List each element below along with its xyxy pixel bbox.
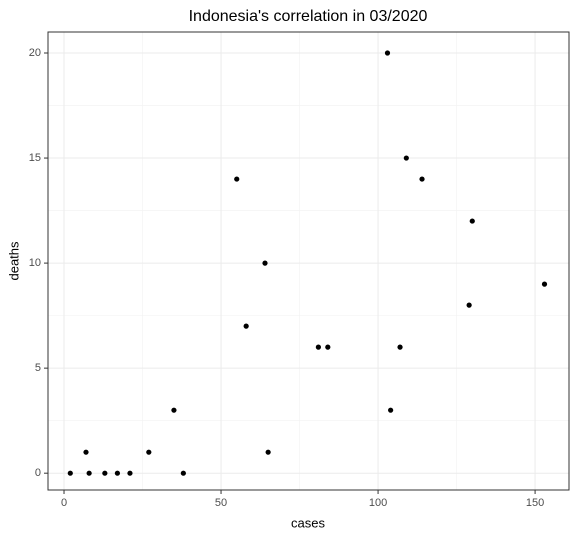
point <box>146 449 152 455</box>
y-tick-label: 10 <box>29 257 41 269</box>
panel-border <box>47 31 570 491</box>
point <box>127 470 133 476</box>
point <box>83 449 89 455</box>
point <box>397 344 403 350</box>
x-axis-label: cases <box>291 515 325 530</box>
point <box>541 281 548 287</box>
point <box>469 218 475 224</box>
y-tick-label: 5 <box>35 362 41 374</box>
x-tick-label: 50 <box>215 497 227 509</box>
point <box>325 344 331 350</box>
x-tick-label: 100 <box>369 497 387 509</box>
point <box>419 176 425 182</box>
point <box>234 176 240 182</box>
point <box>265 449 271 455</box>
chart-title: Indonesia's correlation in 03/2020 <box>189 8 428 25</box>
point <box>388 407 394 413</box>
point <box>180 470 186 476</box>
point <box>114 470 121 476</box>
point <box>171 407 177 413</box>
point <box>384 50 391 56</box>
x-tick-label: 150 <box>526 497 544 509</box>
point <box>243 323 249 329</box>
point <box>67 470 73 476</box>
point <box>262 260 268 266</box>
point <box>403 155 409 161</box>
panel <box>48 32 569 490</box>
point <box>466 302 472 308</box>
point <box>86 470 92 476</box>
point <box>102 470 108 476</box>
point <box>315 344 321 350</box>
y-tick-label: 0 <box>35 467 41 479</box>
x-tick-label: 0 <box>61 497 67 509</box>
y-tick-label: 15 <box>29 152 41 164</box>
y-axis-label: deaths <box>6 241 21 281</box>
y-tick-label: 20 <box>29 47 41 59</box>
